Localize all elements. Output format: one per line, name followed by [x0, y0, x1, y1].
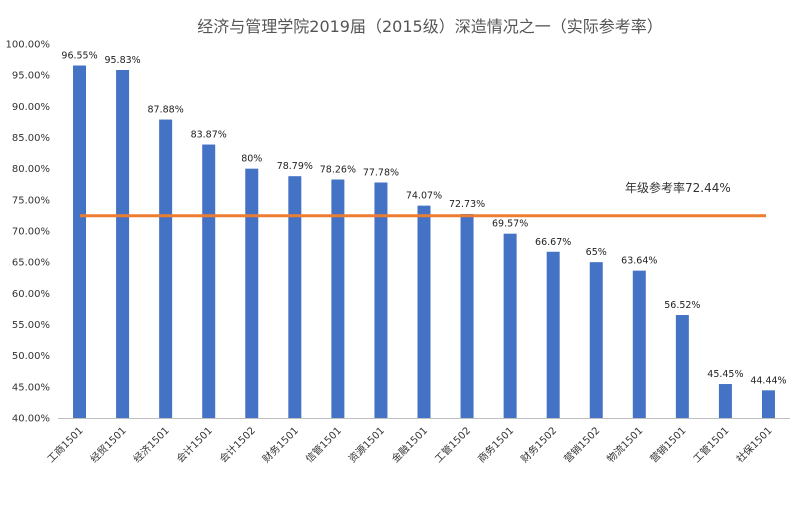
bar-社保1501: [761, 390, 775, 418]
data-label: 80%: [241, 154, 262, 165]
x-tick-label: 经济1501: [130, 424, 171, 465]
data-labels-group: 96.55% 95.83% 87.88% 83.87% 80% 78.79% 78.26% 7…: [61, 51, 786, 387]
y-tick-label: 85.00%: [12, 133, 50, 144]
data-label: 95.83%: [104, 55, 140, 66]
y-tick-label: 95.00%: [12, 71, 50, 82]
x-tick-label: 工管1501: [690, 424, 731, 465]
y-tick-label: 65.00%: [12, 258, 50, 269]
y-tick-label: 60.00%: [12, 289, 50, 300]
bar-物流1501: [632, 270, 646, 418]
y-tick-label: 55.00%: [12, 320, 50, 331]
y-tick-label: 50.00%: [12, 351, 50, 362]
y-tick-label: 75.00%: [12, 195, 50, 206]
bar-资源1501: [374, 182, 388, 418]
data-label: 44.44%: [750, 375, 786, 386]
data-label: 78.26%: [320, 165, 356, 176]
x-tick-label: 财务1502: [518, 424, 559, 465]
chart-title: 经济与管理学院2019届（2015级）深造情况之一（实际参考率）: [197, 17, 662, 36]
bar-会计1501: [202, 144, 216, 418]
bar-财务1502: [546, 251, 560, 418]
data-label: 78.79%: [277, 161, 313, 172]
bar-工管1502: [460, 213, 474, 418]
data-label: 72.73%: [449, 199, 485, 210]
data-label: 66.67%: [535, 237, 571, 248]
bar-工商1501: [73, 65, 87, 418]
x-tick-label: 社保1501: [733, 424, 774, 465]
data-label: 56.52%: [664, 300, 700, 311]
data-label: 45.45%: [707, 369, 743, 380]
bar-财务1501: [288, 176, 302, 418]
x-tick-label: 财务1501: [260, 424, 301, 465]
x-tick-label: 资源1501: [346, 424, 387, 465]
y-tick-label: 90.00%: [12, 102, 50, 113]
data-label: 74.07%: [406, 191, 442, 202]
data-label: 69.57%: [492, 219, 528, 230]
x-axis: 工商1501 经贸1501 经济1501 会计1501 会计1502 财务1501 信管15…: [44, 418, 790, 465]
bars-group: [73, 65, 775, 419]
bar-金融1501: [417, 205, 431, 418]
data-label: 87.88%: [148, 105, 184, 116]
y-tick-label: 100.00%: [6, 40, 51, 51]
bar-商务1501: [503, 233, 517, 418]
x-tick-label: 物流1501: [604, 424, 645, 465]
bar-营销1502: [589, 262, 603, 418]
x-tick-label: 营销1501: [647, 424, 688, 465]
x-tick-label: 金融1501: [389, 424, 430, 465]
x-tick-label: 会计1502: [217, 424, 258, 465]
bar-会计1502: [245, 168, 259, 418]
y-tick-label: 80.00%: [12, 164, 50, 175]
bar-营销1501: [675, 315, 689, 418]
x-tick-label: 信管1501: [303, 424, 344, 465]
x-tick-label: 工商1501: [44, 424, 85, 465]
data-label: 77.78%: [363, 168, 399, 179]
y-tick-label: 70.00%: [12, 227, 50, 238]
reference-line-group: 年级参考率72.44%: [80, 180, 766, 218]
bar-经贸1501: [116, 69, 130, 419]
data-label: 96.55%: [61, 51, 97, 62]
y-tick-label: 40.00%: [12, 414, 50, 425]
x-tick-label: 经贸1501: [87, 424, 128, 465]
bar-信管1501: [331, 179, 345, 418]
bar-工管1501: [718, 384, 732, 418]
y-tick-label: 45.00%: [12, 382, 50, 393]
y-axis: 40.00% 45.00% 50.00% 55.00% 60.00% 65.00% 70.0…: [6, 40, 51, 425]
reference-line-label: 年级参考率72.44%: [625, 180, 731, 195]
x-tick-label: 营销1502: [561, 424, 602, 465]
data-label: 63.64%: [621, 256, 657, 267]
data-label: 83.87%: [191, 130, 227, 141]
x-tick-label: 工管1502: [432, 424, 473, 465]
data-label: 65%: [586, 247, 607, 258]
x-tick-label: 商务1501: [475, 424, 516, 465]
x-tick-label: 会计1501: [173, 424, 214, 465]
bar-经济1501: [159, 119, 173, 418]
